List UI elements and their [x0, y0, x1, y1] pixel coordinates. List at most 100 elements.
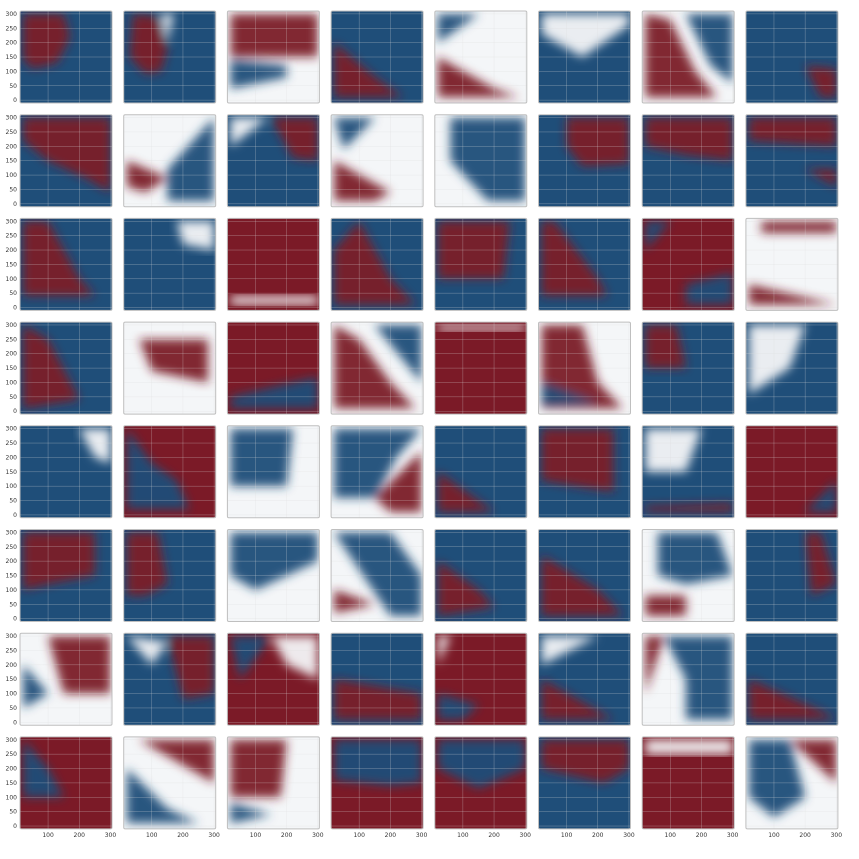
- panel-frame: [226, 114, 320, 208]
- heatmap-region: [805, 480, 837, 512]
- panel-frame: [123, 217, 217, 311]
- heatmap-panel: [538, 217, 631, 311]
- heatmap-panel: 100 200 300: [538, 736, 635, 839]
- panel-frame: [538, 10, 631, 104]
- y-tick-label: 50: [9, 601, 17, 608]
- y-tick-label: 300: [6, 529, 18, 536]
- heatmap-panel: [538, 114, 631, 208]
- x-tick-label: 300: [208, 832, 220, 839]
- heatmap-region: [271, 636, 318, 680]
- heatmap-region: [805, 65, 837, 98]
- y-tick-label: 0: [13, 408, 17, 415]
- panel-frame: [226, 425, 320, 519]
- panel-frame: [434, 736, 528, 830]
- x-tick-label: 100: [250, 832, 262, 839]
- panel-frame: [538, 529, 631, 622]
- heatmap-region: [334, 428, 422, 498]
- y-tick-label: 100: [6, 587, 18, 594]
- heatmap-region: [167, 636, 215, 700]
- x-tick-label: 300: [520, 832, 532, 839]
- heatmap-panel: [641, 321, 735, 415]
- panel-frame: [745, 114, 839, 208]
- x-tick-label: 100: [665, 832, 677, 839]
- x-tick-label: 100: [457, 832, 469, 839]
- heatmap-region: [23, 13, 70, 69]
- panel-frame: [226, 321, 320, 415]
- heatmap-panel: [226, 321, 320, 415]
- y-tick-label: 250: [6, 129, 18, 136]
- heatmap-panel: 0 50 100 150 200 250 300: [6, 632, 113, 726]
- heatmap-region: [541, 428, 614, 492]
- heatmap-panel: 0 50 100 150 200 250 300 100 200 300: [6, 736, 116, 839]
- x-tick-label: 200: [281, 832, 293, 839]
- y-tick-label: 300: [6, 426, 18, 433]
- x-tick-label: 100: [768, 832, 780, 839]
- heatmap-panel: 0 50 100 150 200 250 300: [6, 10, 113, 104]
- panel-frame: [745, 425, 839, 519]
- y-tick-label: 150: [6, 676, 18, 683]
- panel-frame: [330, 321, 424, 415]
- heatmap-region: [789, 739, 837, 783]
- heatmap-region: [541, 555, 623, 616]
- heatmap-panel: [123, 425, 217, 519]
- heatmap-region: [645, 428, 702, 472]
- y-tick-label: 150: [6, 780, 18, 787]
- heatmap-panel: [434, 10, 528, 104]
- heatmap-region: [685, 273, 733, 305]
- heatmap-panel: 0 50 100 150 200 250 300: [6, 217, 113, 312]
- heatmap-region: [230, 13, 318, 57]
- y-tick-label: 250: [6, 440, 18, 447]
- panel-frame: [745, 632, 839, 726]
- heatmap-region: [437, 325, 526, 331]
- y-tick-label: 0: [13, 201, 17, 208]
- panel-frame: [19, 736, 113, 830]
- heatmap-panel: [434, 529, 528, 622]
- y-tick-label: 250: [6, 544, 18, 551]
- y-tick-label: 250: [6, 336, 18, 343]
- heatmap-panel: [123, 321, 217, 415]
- heatmap-panel: [123, 217, 217, 311]
- heatmap-region: [23, 664, 49, 708]
- panel-frame: [226, 217, 320, 311]
- heatmap-region: [23, 325, 80, 409]
- panel-frame: [641, 632, 735, 726]
- y-tick-label: 150: [6, 54, 18, 61]
- heatmap-panel: [641, 217, 735, 311]
- panel-frame: [745, 217, 839, 311]
- heatmap-panel: [641, 632, 735, 726]
- heatmap-region: [334, 325, 416, 409]
- heatmap-panel: [745, 10, 839, 104]
- panel-frame: [123, 425, 217, 519]
- heatmap-region: [645, 739, 733, 755]
- y-tick-label: 0: [13, 97, 17, 104]
- heatmap-panel: [745, 529, 839, 622]
- panel-frame: [434, 632, 528, 726]
- heatmap-panel: [434, 321, 528, 415]
- heatmap-panel: [641, 425, 735, 519]
- panel-frame: [19, 632, 113, 726]
- heatmap-panel: [538, 529, 631, 622]
- panel-frame: [226, 632, 320, 726]
- heatmap-region: [129, 13, 168, 75]
- heatmap-region: [334, 160, 391, 201]
- heatmap-panel: [538, 10, 631, 104]
- heatmap-region: [437, 13, 479, 43]
- heatmap-region: [805, 532, 837, 596]
- x-tick-label: 200: [799, 832, 811, 839]
- heatmap-region: [139, 339, 208, 383]
- heatmap-region: [139, 739, 215, 783]
- heatmap-region: [271, 117, 318, 161]
- panel-frame: [538, 217, 631, 311]
- panel-frame: [745, 736, 839, 830]
- heatmap-panel: 100 200 300: [641, 736, 739, 839]
- panel-frame: [123, 529, 217, 622]
- y-tick-label: 100: [6, 68, 18, 75]
- heatmap-region: [126, 532, 168, 596]
- heatmap-region: [645, 13, 717, 98]
- panel-frame: [641, 736, 735, 830]
- y-tick-label: 300: [6, 115, 18, 122]
- y-tick-label: 50: [9, 290, 17, 297]
- y-tick-label: 250: [6, 233, 18, 240]
- y-tick-label: 0: [13, 616, 17, 623]
- panel-frame: [226, 736, 320, 830]
